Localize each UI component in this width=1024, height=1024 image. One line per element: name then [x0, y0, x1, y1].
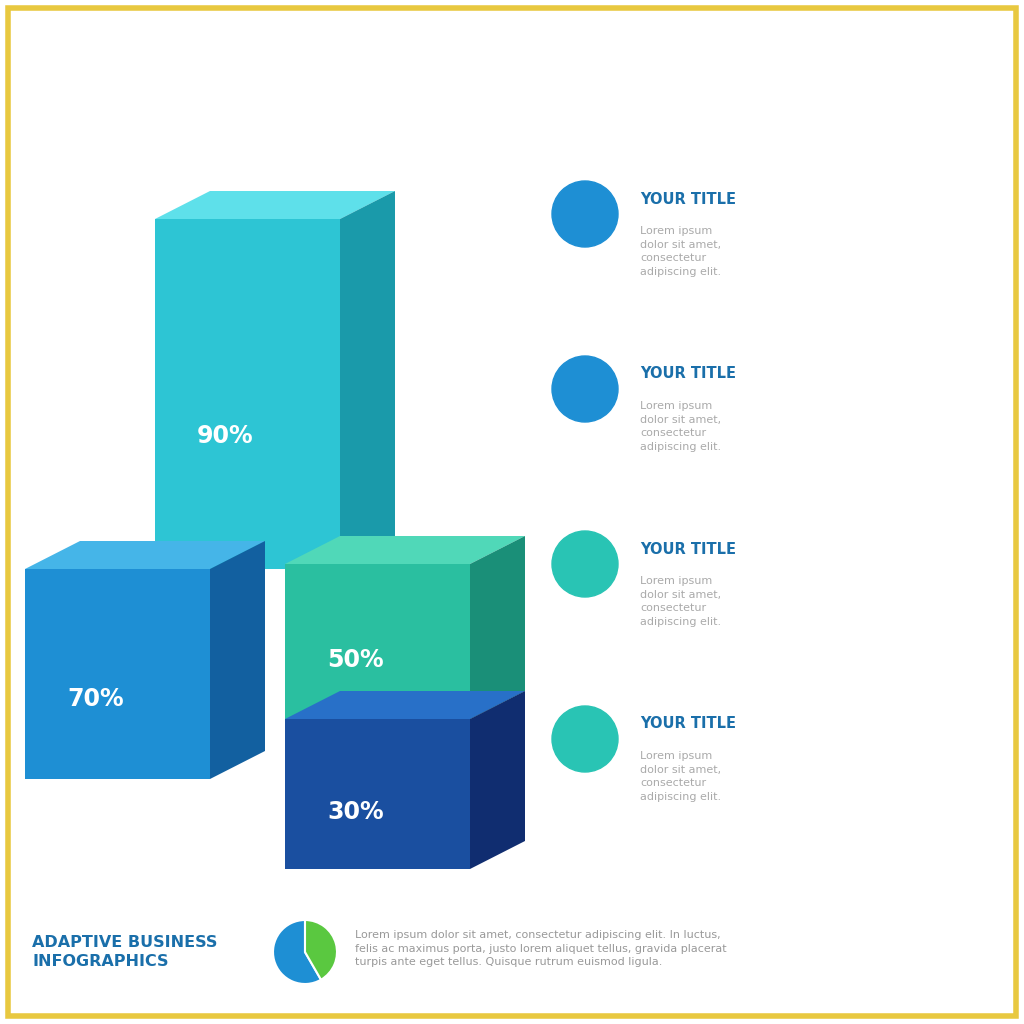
Polygon shape: [340, 191, 395, 569]
Polygon shape: [155, 219, 340, 569]
Text: Lorem ipsum dolor sit amet, consectetur adipiscing elit. In luctus,
felis ac max: Lorem ipsum dolor sit amet, consectetur …: [355, 930, 727, 968]
Text: 50%: 50%: [327, 648, 384, 672]
Polygon shape: [470, 536, 525, 719]
Circle shape: [552, 706, 618, 772]
Polygon shape: [25, 569, 210, 779]
Text: 70%: 70%: [67, 687, 124, 712]
Polygon shape: [155, 191, 395, 219]
Polygon shape: [470, 691, 525, 869]
Polygon shape: [285, 564, 470, 719]
Circle shape: [552, 181, 618, 247]
Text: YOUR TITLE: YOUR TITLE: [640, 542, 736, 556]
Text: Lorem ipsum
dolor sit amet,
consectetur
adipiscing elit.: Lorem ipsum dolor sit amet, consectetur …: [640, 751, 721, 802]
Text: Lorem ipsum
dolor sit amet,
consectetur
adipiscing elit.: Lorem ipsum dolor sit amet, consectetur …: [640, 226, 721, 276]
Text: 30%: 30%: [327, 800, 384, 824]
Text: YOUR TITLE: YOUR TITLE: [640, 367, 736, 382]
Text: 90%: 90%: [197, 424, 254, 449]
Polygon shape: [285, 536, 525, 564]
Polygon shape: [210, 541, 265, 779]
Polygon shape: [285, 719, 470, 869]
Text: YOUR TITLE: YOUR TITLE: [640, 191, 736, 207]
Wedge shape: [305, 920, 337, 980]
Text: Lorem ipsum
dolor sit amet,
consectetur
adipiscing elit.: Lorem ipsum dolor sit amet, consectetur …: [640, 401, 721, 452]
Polygon shape: [25, 541, 265, 569]
Text: YOUR TITLE: YOUR TITLE: [640, 717, 736, 731]
Circle shape: [552, 531, 618, 597]
Circle shape: [552, 356, 618, 422]
Text: Lorem ipsum
dolor sit amet,
consectetur
adipiscing elit.: Lorem ipsum dolor sit amet, consectetur …: [640, 575, 721, 627]
Text: ADAPTIVE BUSINESS
INFOGRAPHICS: ADAPTIVE BUSINESS INFOGRAPHICS: [32, 935, 217, 969]
Wedge shape: [273, 920, 321, 984]
Polygon shape: [285, 691, 525, 719]
